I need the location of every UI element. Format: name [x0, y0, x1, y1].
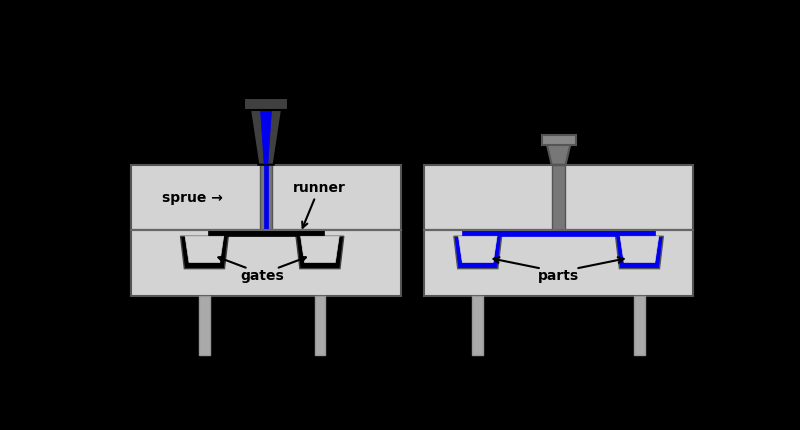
Polygon shape [454, 237, 502, 269]
Text: runner: runner [293, 181, 346, 228]
Polygon shape [458, 237, 497, 263]
Polygon shape [181, 237, 228, 269]
Bar [462, 230, 655, 236]
Polygon shape [248, 99, 284, 165]
Bar [199, 296, 210, 355]
Bar [634, 296, 645, 355]
Bar [131, 165, 401, 230]
Bar [260, 165, 272, 230]
Bar [472, 296, 483, 355]
Text: sprue →: sprue → [162, 190, 223, 205]
Bar [553, 165, 565, 230]
Polygon shape [301, 237, 339, 263]
Bar [424, 230, 694, 296]
Bar [131, 230, 401, 296]
Polygon shape [296, 237, 344, 269]
Bar [244, 99, 288, 111]
Bar [264, 165, 268, 230]
Bar [314, 296, 326, 355]
Text: gates: gates [240, 268, 284, 282]
Polygon shape [185, 237, 224, 263]
Polygon shape [620, 237, 658, 263]
Polygon shape [260, 101, 272, 165]
Polygon shape [545, 136, 573, 165]
Text: parts: parts [538, 268, 579, 282]
Polygon shape [615, 237, 663, 269]
Bar [208, 230, 324, 236]
Bar [424, 165, 694, 230]
Bar [542, 136, 575, 145]
